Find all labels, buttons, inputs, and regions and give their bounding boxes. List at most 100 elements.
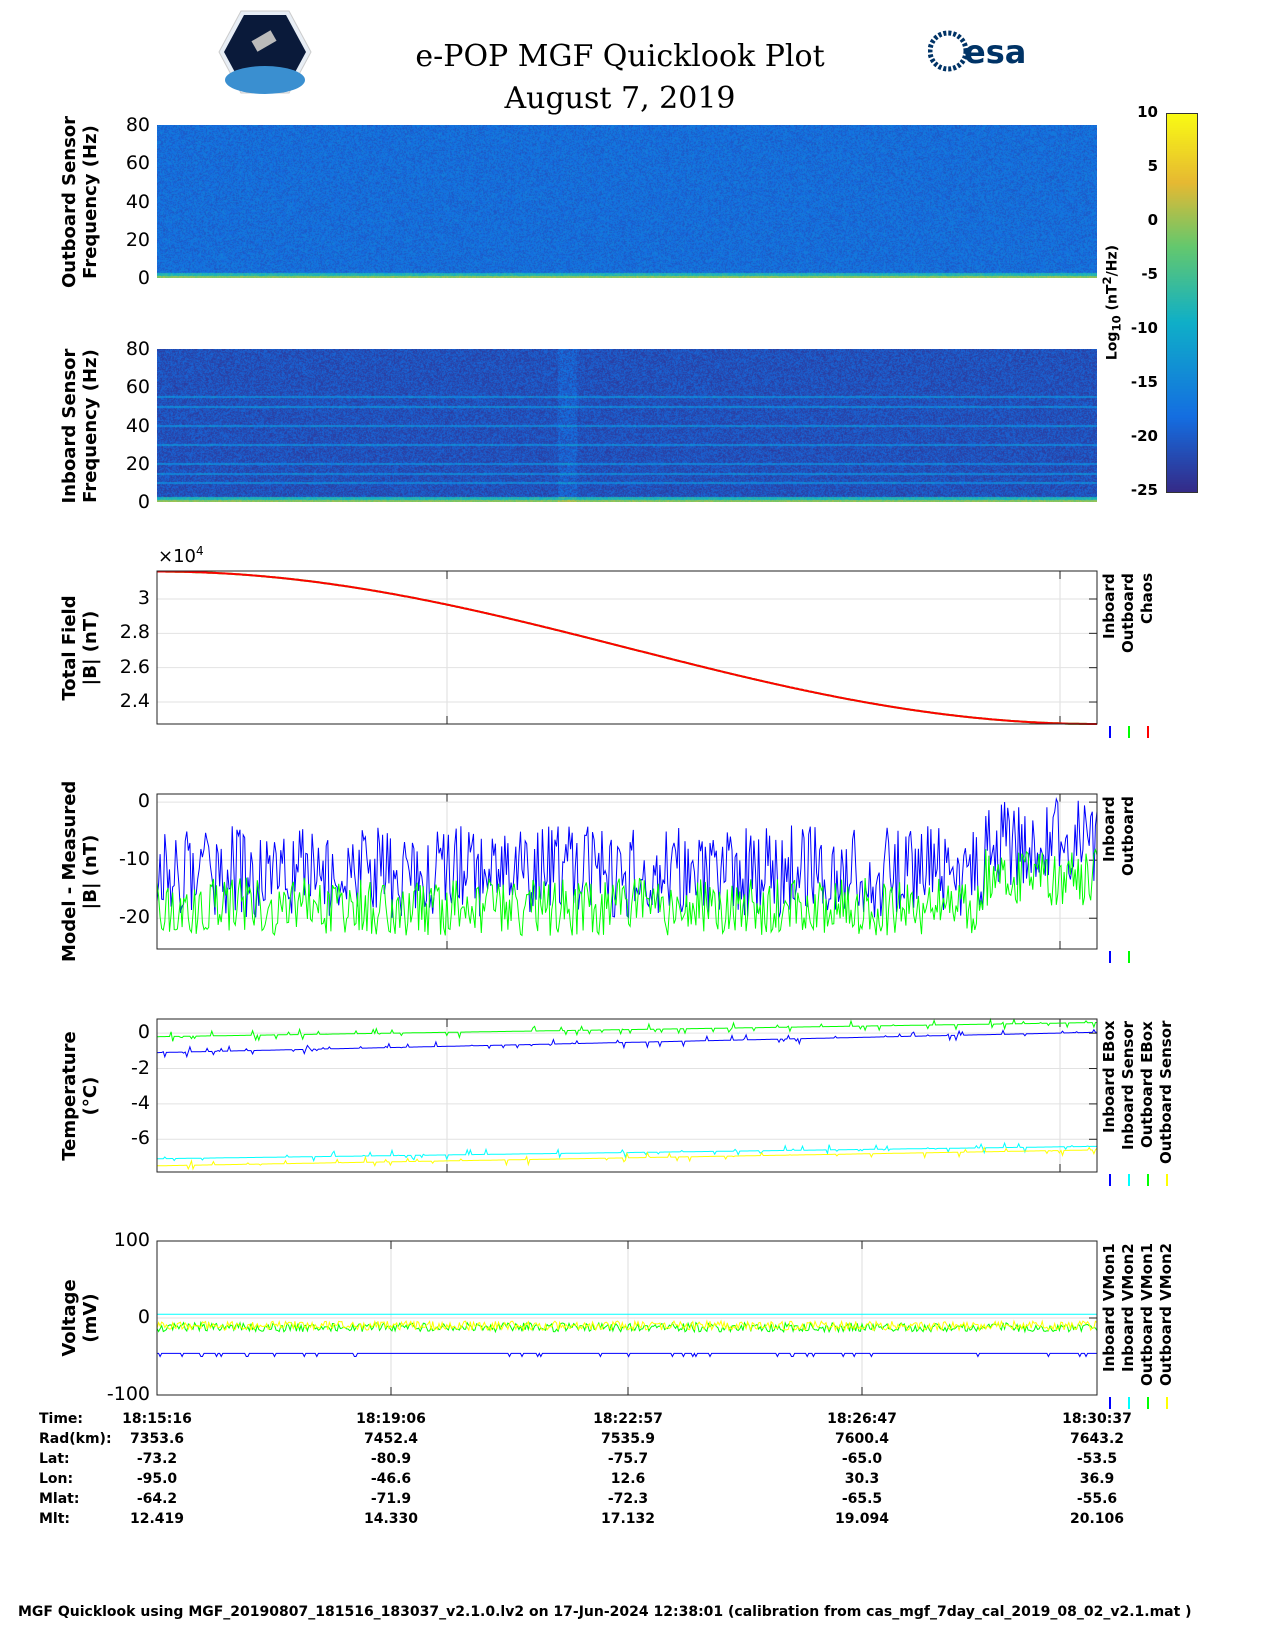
ephemeris-value: 18:30:37 (1062, 1411, 1132, 1427)
ytick: 40 (125, 190, 150, 213)
legend-label: Outboard VMon2 (1157, 1243, 1175, 1387)
ephemeris-value: -64.2 (136, 1491, 178, 1507)
ytick: 0 (137, 267, 150, 289)
ephemeris-value: -75.7 (607, 1451, 649, 1467)
ytick: -20 (118, 906, 150, 929)
ytick: 0 (137, 790, 150, 813)
series-outboard-sensor (157, 1146, 1098, 1171)
series-inboard-vmon1 (157, 1352, 1097, 1358)
ytick: 40 (125, 414, 150, 437)
ephemeris-label: Rad(km): (39, 1431, 112, 1447)
ephemeris-value: 36.9 (1079, 1471, 1115, 1487)
colorbar-tick: 5 (1147, 157, 1158, 175)
ytick: 20 (125, 228, 150, 251)
ephemeris-value: 7353.6 (129, 1431, 185, 1447)
ytick: -10 (118, 848, 150, 871)
ytick: 60 (125, 152, 150, 175)
legend-label: Outboard Sensor (1157, 1021, 1175, 1165)
ephemeris-value: -46.6 (370, 1471, 412, 1487)
ephemeris-label: Mlat: (39, 1491, 80, 1507)
ytick: 0 (137, 1021, 150, 1044)
legend-label: Inboard VMon2 (1119, 1243, 1137, 1372)
ytick: -2 (131, 1056, 150, 1079)
ephemeris-value: -95.0 (136, 1471, 178, 1487)
svg-text:esa: esa (964, 33, 1026, 71)
ytick: 2.6 (119, 655, 150, 678)
ephemeris-value: 18:15:16 (122, 1411, 192, 1427)
ephemeris-value: 7535.9 (600, 1431, 656, 1447)
ephemeris-value: -72.3 (607, 1491, 649, 1507)
ytick: 80 (125, 338, 150, 360)
ephemeris-label: Time: (39, 1411, 84, 1427)
footer-caption: MGF Quicklook using MGF_20190807_181516_… (18, 1604, 1192, 1620)
axes-box (156, 1018, 1098, 1173)
ephemeris-label: Lat: (39, 1451, 70, 1467)
series-outboard-ebox (157, 1017, 1098, 1042)
y-axis-label: Total Field |B| (nT) (59, 594, 101, 701)
ephemeris-value: 12.6 (610, 1471, 646, 1487)
ytick: 0 (137, 1306, 150, 1328)
ephemeris-value: 20.106 (1069, 1511, 1125, 1527)
series-inboard (156, 797, 1098, 919)
plot-date: August 7, 2019 (504, 81, 736, 116)
ephemeris-value: -65.0 (841, 1451, 883, 1467)
colorbar-tick: 10 (1137, 103, 1158, 121)
ytick: 80 (125, 114, 150, 136)
ytick: 2.8 (119, 621, 150, 644)
ephemeris-value: -71.9 (370, 1491, 412, 1507)
inboard-spectrogram (157, 349, 1097, 502)
legend-label: Chaos (1138, 573, 1156, 625)
ephemeris-value: -53.5 (1076, 1451, 1118, 1467)
colorbar (1166, 113, 1198, 493)
ephemeris-value: 18:22:57 (593, 1411, 663, 1427)
y-axis-label: Model - Measured |B| (nT) (59, 780, 101, 962)
ephemeris-label: Mlt: (39, 1511, 71, 1527)
esa-logo: esa (928, 30, 1026, 72)
ephemeris-value: 14.330 (363, 1511, 419, 1527)
ephemeris-value: 7452.4 (363, 1431, 419, 1447)
y-axis-label: Outboard Sensor Frequency (Hz) (59, 115, 101, 288)
legend-label: Inboard Sensor (1119, 1021, 1137, 1151)
ephemeris-value: 30.3 (844, 1471, 880, 1487)
ephemeris-value: 18:26:47 (827, 1411, 897, 1427)
legend-label: Outboard (1119, 573, 1137, 653)
axes-box (156, 570, 1098, 725)
ephemeris-value: -55.6 (1076, 1491, 1118, 1507)
ephemeris-value: -80.9 (370, 1451, 412, 1467)
ephemeris-value: 7643.2 (1069, 1431, 1125, 1447)
legend-label: Outboard (1119, 796, 1137, 876)
ephemeris-value: 18:19:06 (356, 1411, 426, 1427)
legend-label: Outboard VMon1 (1138, 1243, 1156, 1387)
ytick: 20 (125, 452, 150, 475)
series-inboard-ebox (157, 1028, 1097, 1059)
cassiope-logo (218, 10, 312, 94)
legend-label: Outboard EBox (1138, 1021, 1156, 1148)
ephemeris-value: -73.2 (136, 1451, 178, 1467)
colorbar-tick: -10 (1130, 319, 1158, 337)
ytick: 0 (137, 491, 150, 513)
legend-label: Inboard VMon1 (1100, 1243, 1118, 1372)
colorbar-tick: -20 (1130, 427, 1158, 445)
ytick: -6 (131, 1127, 150, 1150)
legend-label: Inboard (1100, 796, 1118, 862)
y-axis-label: Inboard Sensor Frequency (Hz) (59, 348, 101, 503)
ytick: -4 (131, 1091, 150, 1114)
plot-title: e-POP MGF Quicklook Plot (415, 39, 825, 74)
ephemeris-value: 12.419 (129, 1511, 185, 1527)
ytick: 60 (125, 376, 150, 399)
axes-box (156, 793, 1098, 950)
ytick: 3 (137, 586, 150, 609)
ytick: -100 (106, 1383, 150, 1405)
axes-box (156, 1240, 1098, 1396)
ephemeris-label: Lon: (39, 1471, 74, 1487)
ytick: 2.4 (119, 690, 150, 713)
ephemeris-value: 17.132 (600, 1511, 656, 1527)
colorbar-tick: -15 (1130, 373, 1158, 391)
legend-label: Inboard (1100, 573, 1118, 639)
series-outboard-vmon1 (156, 1320, 1098, 1334)
ephemeris-value: 19.094 (834, 1511, 890, 1527)
y-axis-label: Voltage (mV) (59, 1279, 101, 1357)
colorbar-tick: 0 (1147, 211, 1158, 229)
